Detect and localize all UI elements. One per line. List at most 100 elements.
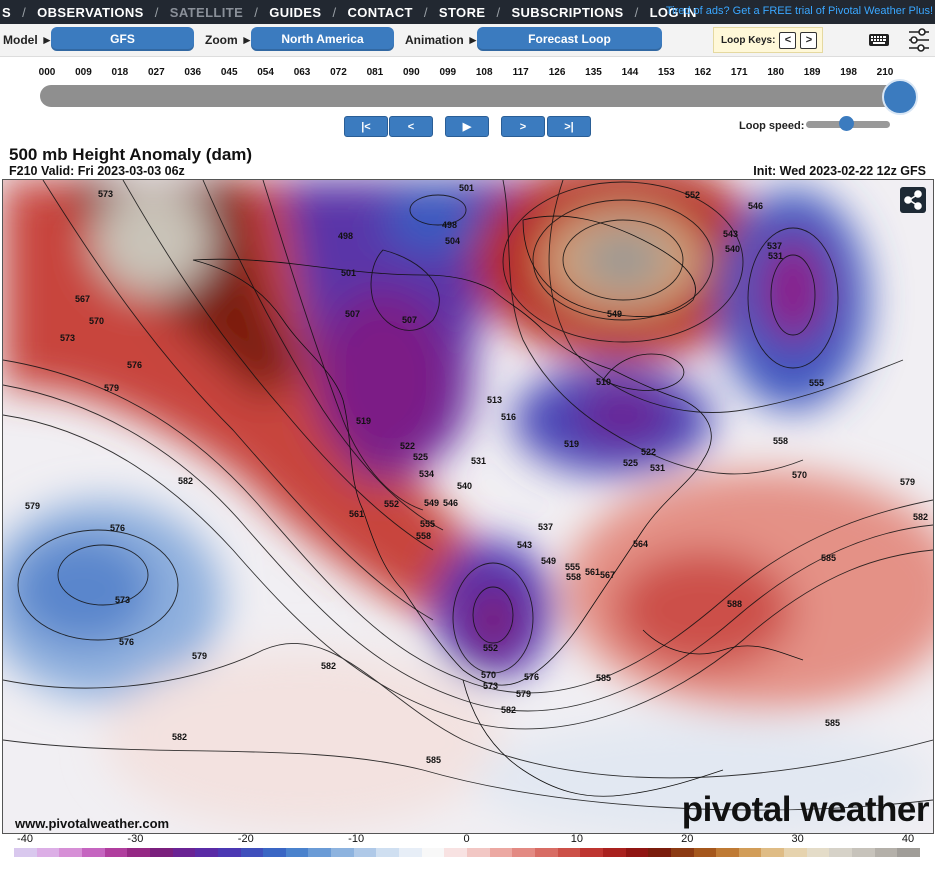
forecast-hour[interactable]: 135: [585, 67, 602, 78]
timeline-track[interactable]: [40, 85, 913, 107]
forecast-hour[interactable]: 090: [403, 67, 420, 78]
colorbar-swatch: [421, 848, 445, 857]
contour-label: 573: [115, 595, 130, 605]
contour-label: 522: [400, 441, 415, 451]
loop-keys: Loop Keys: < >: [713, 27, 823, 53]
forecast-hour[interactable]: 108: [475, 67, 493, 78]
contour-label: 498: [442, 220, 457, 230]
nav-item-contact[interactable]: CONTACT: [347, 4, 413, 20]
weather-map[interactable]: 573 567 570 573 576 579 582 579 576 573 …: [2, 179, 934, 834]
contour-label: 555: [809, 378, 824, 388]
animation-label: Animation ►: [405, 33, 479, 47]
share-button[interactable]: [900, 187, 926, 213]
forecast-hour[interactable]: 162: [694, 67, 712, 78]
timeline-thumb[interactable]: [882, 79, 918, 115]
prev-frame-button[interactable]: <: [389, 116, 433, 137]
nav-item-guides[interactable]: GUIDES: [269, 4, 322, 20]
contour-label: 558: [416, 531, 431, 541]
keyboard-icon[interactable]: [868, 32, 890, 48]
forecast-hour[interactable]: 171: [730, 67, 748, 78]
colorbar-swatch: [399, 848, 423, 857]
forecast-hour[interactable]: 072: [330, 67, 347, 78]
first-frame-button[interactable]: |<: [344, 116, 388, 137]
forecast-hour[interactable]: 018: [111, 67, 129, 78]
forecast-hour[interactable]: 054: [257, 67, 274, 78]
contour-label: 549: [541, 556, 556, 566]
colorbar-swatch: [240, 848, 264, 857]
model-select[interactable]: GFS: [51, 27, 194, 51]
loop-key-prev-button[interactable]: <: [779, 31, 797, 49]
forecast-hour[interactable]: 036: [184, 67, 202, 78]
colorbar-swatch: [59, 848, 83, 857]
colorbar-swatch: [195, 848, 219, 857]
forecast-hour[interactable]: 099: [439, 67, 457, 78]
forecast-hour[interactable]: 081: [366, 67, 384, 78]
play-button[interactable]: ▶: [445, 116, 489, 137]
zoom-select[interactable]: North America: [251, 27, 394, 51]
colorbar: [14, 848, 921, 857]
colorbar-swatch: [534, 848, 559, 857]
colorbar-swatch: [784, 848, 808, 857]
nav-item-subscriptions[interactable]: SUBSCRIPTIONS: [511, 4, 624, 20]
forecast-hour[interactable]: 063: [293, 67, 311, 78]
colorbar-swatch: [716, 848, 740, 857]
contour-label: 579: [516, 689, 531, 699]
forecast-hours: 000 009 018 027 036 045 054 063 072 081 090 099 108 1…: [0, 67, 935, 81]
contour-label: 576: [110, 523, 125, 533]
contour-label: 531: [768, 251, 783, 261]
contour-label: 546: [748, 201, 763, 211]
forecast-hour[interactable]: 180: [767, 67, 785, 78]
contour-label: 576: [524, 672, 539, 682]
forecast-hour[interactable]: 117: [512, 67, 529, 78]
animation-select[interactable]: Forecast Loop: [477, 27, 662, 51]
forecast-hour[interactable]: 210: [876, 67, 894, 78]
next-frame-button[interactable]: >: [501, 116, 545, 137]
colorbar-swatch: [308, 848, 332, 857]
contour-label: 558: [566, 572, 581, 582]
sliders-icon[interactable]: [907, 27, 931, 53]
forecast-hour[interactable]: 000: [38, 67, 56, 78]
forecast-hour[interactable]: 198: [840, 67, 857, 78]
colorbar-tick: 30: [791, 833, 804, 845]
contour-label: 582: [321, 661, 336, 671]
colorbar-swatch: [104, 848, 128, 857]
contour-label: 570: [481, 670, 496, 680]
nav-item-models[interactable]: S: [2, 4, 12, 20]
valid-time: F210 Valid: Fri 2023-03-03 06z: [9, 164, 185, 178]
colorbar-swatch: [217, 848, 241, 857]
nav-item-observations[interactable]: OBSERVATIONS: [37, 4, 144, 20]
contour-label: 519: [564, 439, 579, 449]
contour-label: 582: [172, 732, 187, 742]
colorbar-swatch: [557, 848, 581, 857]
nav-item-satellite[interactable]: SATELLITE: [169, 4, 244, 20]
contour-label: 501: [459, 183, 474, 193]
forecast-hour[interactable]: 189: [803, 67, 821, 78]
contour-label: 498: [338, 231, 353, 241]
contour-label: 522: [641, 447, 656, 457]
loop-speed-thumb[interactable]: [839, 116, 854, 131]
forecast-hour[interactable]: 126: [548, 67, 566, 78]
contour-label: 558: [773, 436, 788, 446]
loop-key-next-button[interactable]: >: [800, 31, 818, 49]
promo-link[interactable]: Tired of ads? Get a FREE trial of Pivota…: [665, 5, 933, 17]
contour-label: 543: [723, 229, 738, 239]
loop-keys-label: Loop Keys:: [721, 34, 776, 46]
last-frame-button[interactable]: >|: [547, 116, 591, 137]
forecast-hour[interactable]: 009: [75, 67, 92, 78]
colorbar-swatch: [648, 848, 672, 857]
nav-item-store[interactable]: STORE: [438, 4, 486, 20]
contour-label: 525: [623, 458, 638, 468]
contour-label: 561: [349, 509, 364, 519]
contour-label: 567: [75, 294, 90, 304]
nav-item-login[interactable]: LOG IN: [649, 4, 697, 20]
forecast-hour[interactable]: 045: [220, 67, 238, 78]
model-label: Model ►: [3, 33, 53, 47]
forecast-hour[interactable]: 027: [147, 67, 165, 78]
colorbar-tick: 20: [681, 833, 694, 845]
contour-label: 582: [178, 476, 193, 486]
contour-label: 552: [483, 643, 498, 653]
forecast-hour[interactable]: 144: [621, 67, 639, 78]
forecast-hour[interactable]: 153: [658, 67, 675, 78]
colorbar-swatch: [14, 848, 38, 857]
contour-label: 576: [127, 360, 142, 370]
